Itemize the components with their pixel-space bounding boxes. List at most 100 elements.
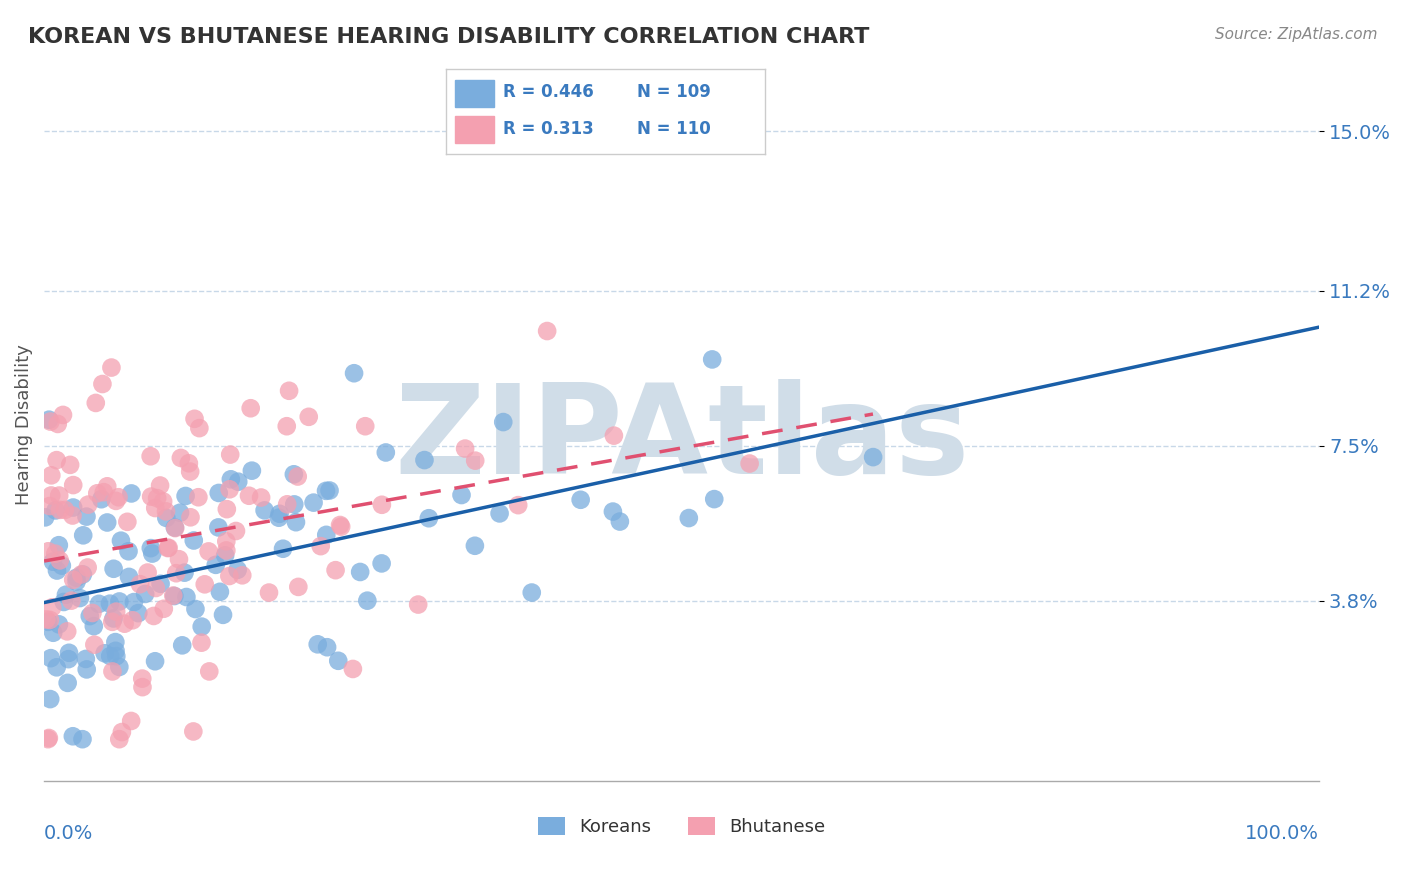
Bhutanese: [165, 566, 187, 581]
Bhutanese: [309, 539, 332, 553]
Bhutanese: [86, 486, 108, 500]
Koreans: [65, 571, 87, 585]
Koreans: [143, 654, 166, 668]
Text: 0.0%: 0.0%: [44, 824, 93, 843]
Bhutanese: [48, 489, 70, 503]
Koreans: [48, 538, 70, 552]
Koreans: [315, 528, 337, 542]
Bhutanese: [37, 732, 59, 747]
Bhutanese: [38, 499, 60, 513]
Bhutanese: [156, 541, 179, 555]
Koreans: [62, 729, 84, 743]
Koreans: [104, 644, 127, 658]
Koreans: [122, 595, 145, 609]
Koreans: [418, 511, 440, 525]
Koreans: [42, 625, 65, 640]
Bhutanese: [136, 566, 159, 580]
Koreans: [48, 617, 70, 632]
Koreans: [316, 640, 339, 655]
Koreans: [149, 576, 172, 591]
Koreans: [492, 415, 515, 429]
Koreans: [184, 602, 207, 616]
Bhutanese: [239, 401, 262, 416]
Bhutanese: [117, 515, 139, 529]
Koreans: [96, 516, 118, 530]
Koreans: [488, 507, 510, 521]
Bhutanese: [406, 598, 429, 612]
Bhutanese: [77, 498, 100, 512]
Bhutanese: [738, 457, 761, 471]
Bhutanese: [218, 483, 240, 497]
Bhutanese: [257, 585, 280, 599]
Bhutanese: [153, 601, 176, 615]
Koreans: [98, 597, 121, 611]
Koreans: [172, 638, 194, 652]
Koreans: [34, 510, 56, 524]
Bhutanese: [35, 612, 58, 626]
Bhutanese: [131, 672, 153, 686]
Koreans: [56, 676, 79, 690]
Koreans: [253, 503, 276, 517]
Koreans: [139, 541, 162, 555]
Text: KOREAN VS BHUTANESE HEARING DISABILITY CORRELATION CHART: KOREAN VS BHUTANESE HEARING DISABILITY C…: [28, 27, 869, 46]
Koreans: [87, 597, 110, 611]
Koreans: [72, 528, 94, 542]
Bhutanese: [83, 638, 105, 652]
Bhutanese: [70, 567, 93, 582]
Bhutanese: [342, 662, 364, 676]
Bhutanese: [38, 731, 60, 745]
Koreans: [58, 646, 80, 660]
Bhutanese: [188, 421, 211, 435]
Koreans: [79, 609, 101, 624]
Bhutanese: [139, 490, 162, 504]
Koreans: [283, 497, 305, 511]
Bhutanese: [146, 491, 169, 505]
Bhutanese: [131, 680, 153, 694]
Koreans: [307, 637, 329, 651]
Bhutanese: [238, 489, 260, 503]
Bhutanese: [62, 573, 84, 587]
Koreans: [72, 567, 94, 582]
Koreans: [134, 587, 156, 601]
Bhutanese: [187, 490, 209, 504]
Koreans: [370, 557, 392, 571]
Koreans: [62, 500, 84, 515]
Koreans: [83, 619, 105, 633]
Koreans: [464, 539, 486, 553]
Bhutanese: [82, 606, 104, 620]
Bhutanese: [165, 521, 187, 535]
Koreans: [569, 492, 592, 507]
Koreans: [104, 635, 127, 649]
Bhutanese: [121, 613, 143, 627]
Koreans: [862, 450, 884, 464]
Bhutanese: [39, 613, 62, 627]
Bhutanese: [215, 543, 238, 558]
Koreans: [174, 489, 197, 503]
Bhutanese: [354, 419, 377, 434]
Koreans: [105, 649, 128, 664]
Bhutanese: [287, 469, 309, 483]
Text: ZIPAtlas: ZIPAtlas: [394, 378, 969, 500]
Koreans: [176, 590, 198, 604]
Bhutanese: [59, 458, 82, 472]
Bhutanese: [183, 724, 205, 739]
Bhutanese: [218, 569, 240, 583]
Bhutanese: [329, 518, 352, 533]
Koreans: [226, 475, 249, 489]
Bhutanese: [197, 544, 219, 558]
Koreans: [58, 652, 80, 666]
Bhutanese: [215, 534, 238, 549]
Bhutanese: [325, 563, 347, 577]
Koreans: [37, 615, 59, 629]
Koreans: [52, 595, 75, 609]
Bhutanese: [152, 494, 174, 508]
Bhutanese: [183, 412, 205, 426]
Koreans: [283, 467, 305, 482]
Bhutanese: [167, 552, 190, 566]
Koreans: [39, 692, 62, 706]
Bhutanese: [49, 503, 72, 517]
Bhutanese: [508, 498, 530, 512]
Koreans: [110, 533, 132, 548]
Koreans: [108, 594, 131, 608]
Koreans: [72, 732, 94, 747]
